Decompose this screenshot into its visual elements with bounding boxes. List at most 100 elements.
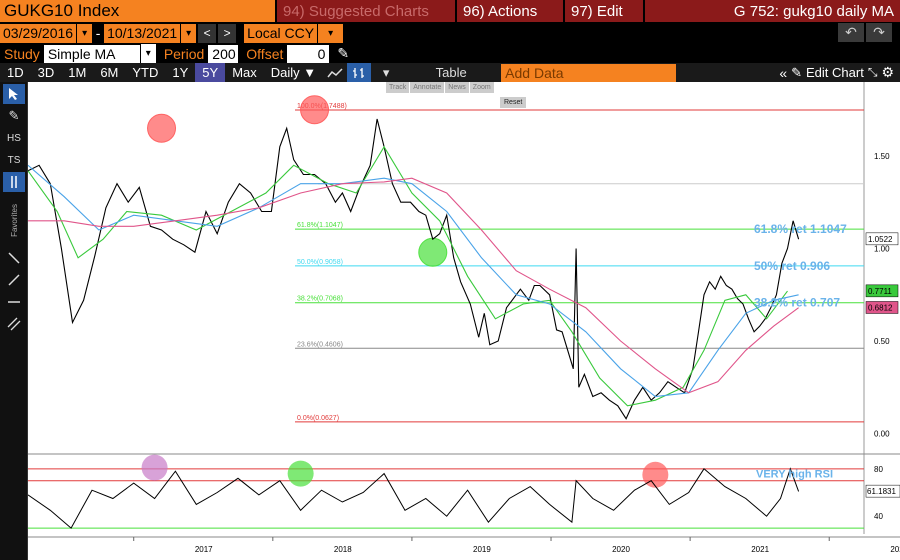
study-label: Study (4, 45, 40, 62)
bar-icon[interactable] (3, 172, 25, 192)
retracement-annotation: 50% ret 0.906 (754, 259, 830, 273)
chart-type-dropdown-icon[interactable]: ▾ (382, 64, 390, 80)
last-value-box (865, 284, 899, 298)
fib-label: 61.8%(1.1047) (297, 222, 343, 229)
offset-input[interactable]: 0 (287, 44, 330, 63)
start-date-dropdown-icon[interactable]: ▾ (76, 23, 93, 43)
range-dash: - (95, 25, 101, 41)
price-panel: 100.0%(1.7488)61.8%(1.1047)50.0%(0.9058)… (27, 82, 900, 534)
series-line (27, 164, 799, 398)
hs-icon[interactable]: HS (7, 132, 21, 144)
last-value-text: 0.6812 (868, 303, 893, 312)
rsi-annotation: VERY high RSI (756, 469, 833, 481)
line-down-icon[interactable] (3, 248, 25, 268)
chart-toolbar: 1D 3D 1M 6M YTD 1Y 5Y Max Daily ▼ ▾ Tabl… (0, 63, 900, 82)
x-tick-label: 2018 (334, 545, 352, 554)
x-tick-label: 2019 (473, 545, 491, 554)
study-pencil-icon[interactable]: ✎ (337, 45, 350, 61)
last-value-tag: 0.6812 (865, 301, 899, 314)
period-1d[interactable]: 1D (7, 65, 24, 80)
undo-icon[interactable]: ↶ (838, 23, 864, 42)
rsi-highlight-circle (642, 461, 669, 488)
edit-chart-button[interactable]: Edit Chart (806, 65, 864, 80)
period-3d[interactable]: 3D (37, 65, 55, 80)
study-dropdown-icon[interactable]: ▾ (139, 44, 156, 63)
frequency-select[interactable]: Daily ▼ (264, 63, 323, 82)
retracement-annotation: 38.2% ret 0.707 (754, 296, 840, 310)
ts-icon[interactable]: TS (7, 154, 21, 166)
collapse-icon[interactable]: « (779, 64, 788, 81)
last-value-text: 0.7711 (868, 287, 892, 296)
period-5y[interactable]: 5Y (195, 63, 226, 82)
resize-icon[interactable]: ⤡ (867, 65, 878, 79)
period-label: Period (163, 45, 205, 62)
edit-chart-pencil-icon: ✎ (791, 64, 803, 80)
series-line (27, 118, 800, 420)
highlight-circle (147, 113, 177, 143)
currency-select[interactable]: Local CCY (244, 23, 318, 43)
period-1y[interactable]: 1Y (172, 65, 189, 80)
bar-chart-icon[interactable] (347, 63, 372, 82)
y-tick-label: 0.50 (874, 337, 890, 346)
suggested-charts-menu[interactable]: 94) Suggested Charts (275, 0, 455, 22)
news-button[interactable]: News (445, 82, 469, 93)
table-button[interactable]: Table (435, 65, 467, 80)
end-date-input[interactable]: 10/13/2021 (104, 23, 181, 43)
rsi-last-tag: 61.1831 (865, 484, 900, 498)
chart-background (28, 82, 900, 560)
fib-label: 38.2%(0.7068) (297, 296, 343, 303)
start-date-input[interactable]: 03/29/2016 (0, 23, 77, 43)
pencil-icon[interactable]: ✎ (8, 108, 20, 123)
add-data-input[interactable]: Add Data (501, 63, 677, 82)
rsi-last-box (865, 484, 900, 498)
pointer-icon[interactable] (3, 84, 25, 104)
end-date-dropdown-icon[interactable]: ▾ (180, 23, 197, 43)
currency-dropdown-icon[interactable]: ▾ (317, 23, 344, 43)
channel-icon[interactable] (3, 314, 25, 334)
fib-label: 23.6%(0.4606) (297, 341, 343, 348)
period-6m[interactable]: 6M (100, 65, 119, 80)
horizontal-line-icon[interactable] (3, 292, 25, 312)
study-select[interactable]: Simple MA (43, 44, 140, 63)
period-max[interactable]: Max (232, 65, 257, 80)
favorites-icon[interactable]: Favorites (3, 194, 25, 246)
date-range-bar: 03/29/2016 ▾ - 10/13/2021 ▾ < > Local CC… (0, 23, 900, 43)
x-tick-label: 2020 (612, 545, 630, 554)
gear-icon[interactable]: ⚙ (881, 64, 894, 80)
line-chart-icon[interactable] (323, 63, 347, 82)
track-button[interactable]: Track (386, 82, 410, 93)
period-ytd[interactable]: YTD (132, 65, 159, 80)
line-up-icon[interactable] (3, 270, 25, 290)
zoom-button[interactable]: Zoom (469, 82, 494, 93)
rsi-last-text: 61.1831 (867, 487, 896, 496)
fib-label: 0.0%(0.0627) (297, 415, 339, 422)
last-value-text: 1.0522 (868, 235, 893, 244)
y-tick-label: 0.00 (874, 430, 890, 439)
undo-redo-group: ↶ ↷ (838, 23, 892, 42)
last-value-box (865, 301, 899, 314)
period-input[interactable]: 200 (208, 44, 239, 63)
x-tick-label: 2022 (890, 545, 900, 554)
fib-label: 50.0%(0.9058) (297, 259, 343, 266)
next-range-icon[interactable]: > (218, 23, 237, 43)
x-tick-label: 2017 (195, 545, 213, 554)
period-1m[interactable]: 1M (68, 65, 87, 80)
y-tick-label: 1.00 (874, 245, 890, 254)
edit-menu[interactable]: 97) Edit (563, 0, 643, 22)
rsi-y-tick: 40 (874, 512, 883, 521)
ticker-title[interactable]: GUKG10 Index (0, 0, 275, 22)
actions-menu[interactable]: 96) Actions (455, 0, 563, 22)
graph-title: G 752: gukg10 daily MA (643, 0, 900, 22)
y-tick-label: 1.50 (874, 152, 890, 161)
highlight-circle (300, 95, 330, 125)
retracement-annotation: 61.8% ret 1.1047 (754, 222, 847, 236)
chart-area[interactable]: 100.0%(1.7488)61.8%(1.1047)50.0%(0.9058)… (27, 82, 900, 560)
reset-button[interactable]: Reset (500, 97, 527, 108)
favorites-label: Favorites (9, 203, 19, 237)
chart-svg: 100.0%(1.7488)61.8%(1.1047)50.0%(0.9058)… (27, 82, 900, 560)
redo-icon[interactable]: ↷ (866, 23, 892, 42)
prev-range-icon[interactable]: < (198, 23, 217, 43)
rsi-highlight-circle (287, 460, 314, 487)
annotate-button[interactable]: Annotate (410, 82, 445, 93)
